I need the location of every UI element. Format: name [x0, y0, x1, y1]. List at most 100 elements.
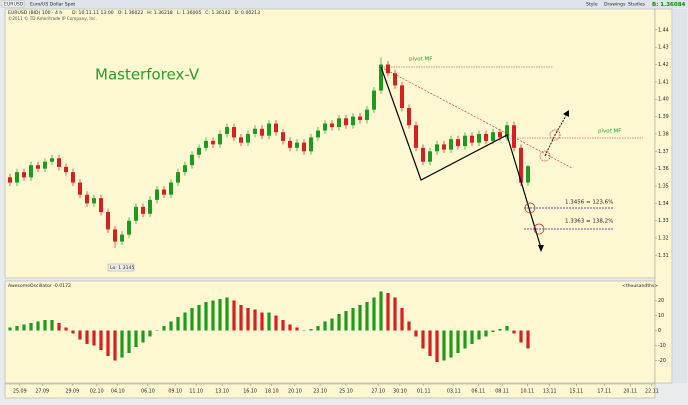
oscillator-bar: [498, 329, 502, 331]
info-item: H: 1.36218: [147, 10, 173, 16]
ohlc-info: D: 10.11.11 13:00 O: 1.36022 H: 1.36218 L: …: [72, 10, 260, 16]
oscillator-bar: [344, 311, 348, 331]
oscillator-bar: [428, 330, 432, 356]
oscillator-bar: [267, 312, 271, 331]
candle-body: [29, 165, 33, 178]
chart-header: EURUSD (BID) 100 · 4 h: [8, 10, 62, 16]
x-tick-label: 27.10: [371, 389, 385, 395]
oscillator-panel: [4, 280, 656, 384]
candle-body: [505, 125, 509, 138]
candle-body: [449, 139, 453, 150]
trend-line: [380, 66, 573, 169]
x-tick-label: 13.11: [543, 389, 557, 395]
low-box: [107, 263, 135, 272]
info-item: L: 1.36005: [177, 10, 202, 16]
price-panel: [4, 8, 656, 279]
candle-body: [414, 125, 418, 148]
fib-label: 1.3363 = 138,2%: [565, 219, 613, 225]
y-tick-label: 1.35: [658, 184, 669, 190]
y-tick-label: 1.39: [658, 114, 669, 120]
oscillator-bar: [78, 330, 82, 340]
oscillator-bar: [57, 323, 61, 331]
oscillator-bar: [337, 314, 341, 331]
candle-body: [141, 206, 145, 214]
toolbar: [0, 0, 688, 8]
oscillator-bar: [512, 330, 516, 334]
oscillator-bar: [414, 330, 418, 337]
oscillator-bar: [99, 330, 103, 350]
candle-body: [113, 229, 117, 242]
oscillator-bar: [526, 330, 530, 349]
arrow-head: [563, 110, 569, 117]
oscillator-bar: [372, 297, 376, 331]
x-tick-label: 10.11: [520, 389, 534, 395]
oscillator-bar: [120, 330, 124, 358]
candle-body: [99, 198, 103, 213]
candle-body: [253, 128, 257, 134]
target-circle: [533, 223, 545, 235]
oscillator-bar: [218, 299, 222, 331]
wave-lines: [380, 66, 542, 249]
candle-body: [274, 123, 278, 133]
info-item: D: 0.00213: [235, 10, 261, 16]
x-tick-label: 17.11: [597, 389, 611, 395]
oscillator-bar: [351, 308, 355, 331]
x-tick-label: 01.11: [417, 389, 431, 395]
symbol-box[interactable]: [1, 0, 25, 8]
y-tick-label: 1.31: [658, 253, 669, 259]
side-tabs[interactable]: [673, 9, 687, 383]
target-circle: [524, 202, 536, 214]
candle-body: [232, 127, 236, 138]
candle-body: [176, 172, 180, 183]
candle-body: [519, 147, 523, 183]
x-tick-label: 20.11: [623, 389, 637, 395]
oscillator-bar: [386, 293, 390, 331]
price-axis: [654, 8, 673, 384]
drawings-button[interactable]: Drawings: [604, 2, 626, 8]
candle-body: [197, 147, 201, 155]
y-tick-label: 1.44: [658, 27, 669, 33]
x-tick-label: 27.09: [35, 389, 49, 395]
candle-body: [526, 166, 530, 183]
y-tick-label: 0: [658, 328, 661, 334]
oscillator-bar: [295, 327, 299, 331]
candle-body: [309, 137, 313, 152]
oscillator-bar: [113, 330, 117, 361]
x-tick-label: 03.11: [447, 389, 461, 395]
x-tick-label: 06.10: [141, 389, 155, 395]
candle-body: [183, 165, 187, 173]
pivot-label: pivot MF: [598, 129, 621, 135]
oscillator-bar: [288, 324, 292, 331]
y-tick-label: 1.33: [658, 218, 669, 224]
watermark: Masterforex-V: [95, 66, 200, 84]
x-tick-label: 11.10: [189, 389, 203, 395]
oscillator-bar: [71, 330, 75, 334]
x-tick-label: 13.10: [215, 389, 229, 395]
target-circle: [539, 150, 551, 162]
oscillator-bar: [15, 326, 19, 331]
y-tick-label: 1.37: [658, 149, 669, 155]
x-tick-label: 16.10: [243, 389, 257, 395]
candle-body: [169, 182, 173, 195]
oscillator-bar: [225, 297, 229, 331]
oscillator-bar: [274, 315, 278, 331]
x-tick-label: 08.11: [495, 389, 509, 395]
oscillator-bar: [50, 320, 54, 331]
oscillator-bar: [8, 327, 12, 331]
style-button[interactable]: Style: [586, 2, 598, 8]
candle-body: [435, 144, 439, 152]
candle-body: [372, 90, 376, 110]
info-item: D: 10.11.11 13:00: [72, 10, 114, 16]
candle-body: [456, 139, 460, 147]
oscillator-bar: [85, 330, 89, 344]
oscillator-bar: [456, 330, 460, 353]
oscillator-bar: [400, 308, 404, 331]
candle-body: [491, 132, 495, 141]
studies-button[interactable]: Studies: [628, 2, 646, 8]
y-tick-label: 1.42: [658, 62, 669, 68]
oscillator-bar: [393, 297, 397, 331]
candle-body: [344, 118, 348, 126]
candle-body: [225, 127, 229, 134]
candle-body: [204, 140, 208, 148]
